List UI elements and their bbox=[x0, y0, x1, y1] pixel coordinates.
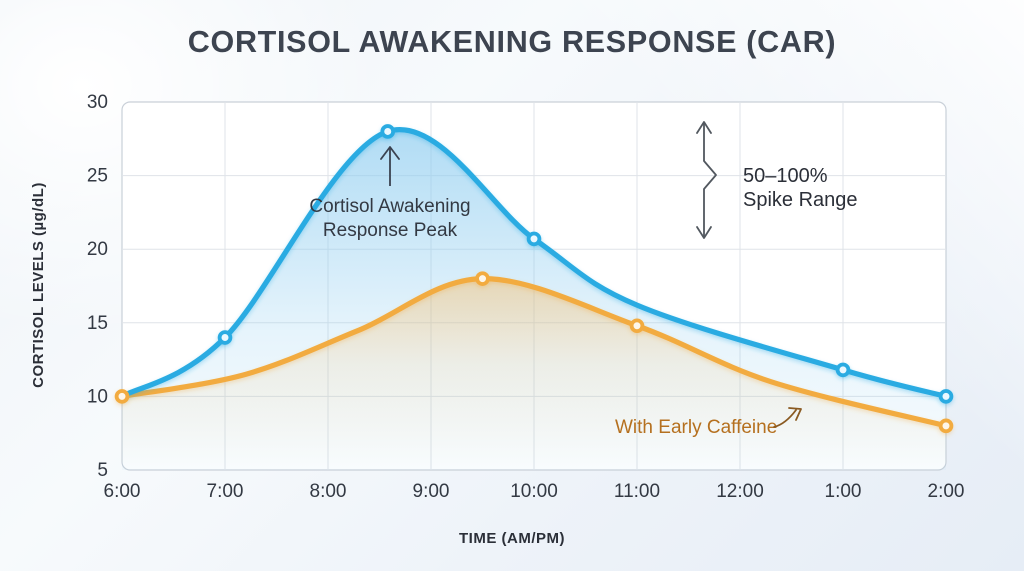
svg-text:Response Peak: Response Peak bbox=[323, 220, 458, 241]
svg-text:6:00: 6:00 bbox=[104, 481, 141, 502]
svg-text:7:00: 7:00 bbox=[207, 481, 244, 502]
svg-text:1:00: 1:00 bbox=[825, 481, 862, 502]
svg-text:30: 30 bbox=[87, 92, 108, 113]
svg-text:10: 10 bbox=[87, 386, 108, 407]
svg-text:10:00: 10:00 bbox=[510, 481, 558, 502]
svg-text:20: 20 bbox=[87, 239, 108, 260]
svg-text:9:00: 9:00 bbox=[413, 481, 450, 502]
svg-text:Cortisol Awakening: Cortisol Awakening bbox=[309, 196, 470, 217]
svg-text:5: 5 bbox=[97, 460, 108, 481]
svg-text:Spike Range: Spike Range bbox=[743, 189, 858, 211]
svg-text:15: 15 bbox=[87, 313, 108, 334]
svg-text:25: 25 bbox=[87, 166, 108, 187]
svg-text:With Early Caffeine: With Early Caffeine bbox=[615, 417, 777, 438]
svg-text:8:00: 8:00 bbox=[310, 481, 347, 502]
svg-text:11:00: 11:00 bbox=[614, 481, 660, 502]
svg-text:50–100%: 50–100% bbox=[743, 165, 828, 187]
svg-text:2:00: 2:00 bbox=[928, 481, 965, 502]
svg-text:12:00: 12:00 bbox=[716, 481, 764, 502]
